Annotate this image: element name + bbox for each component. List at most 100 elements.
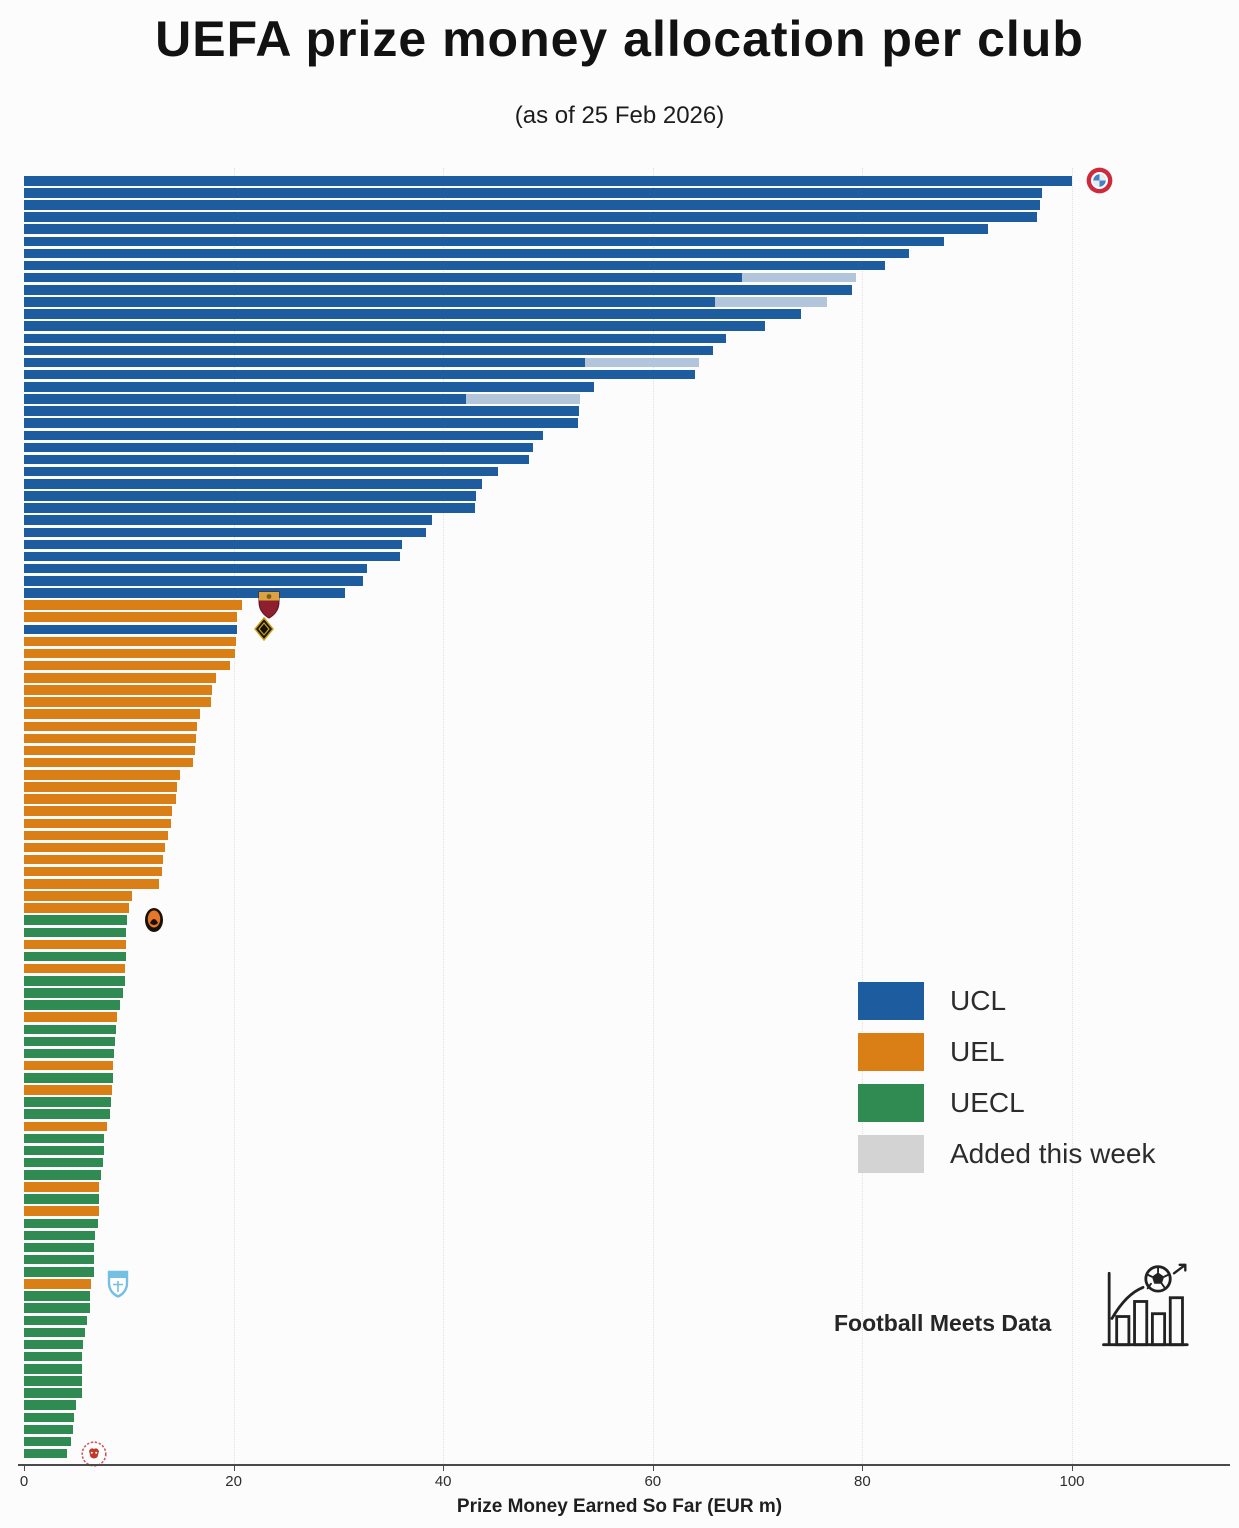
- bar-segment-main: [24, 1254, 95, 1265]
- bar-row-uecl: [24, 1218, 99, 1229]
- bar-segment-main: [24, 1327, 85, 1338]
- bar-row-uecl: [24, 1424, 74, 1435]
- legend-swatch: [858, 982, 924, 1020]
- bar-row-ucl: [24, 491, 476, 501]
- bar-segment-main: [24, 503, 475, 513]
- bar-row-uecl: [24, 1145, 104, 1156]
- bar-row-ucl: [24, 382, 595, 392]
- bar-segment-main: [24, 830, 168, 841]
- bar-row-uecl: [24, 1036, 116, 1047]
- bar-row-uecl: [24, 1339, 83, 1350]
- bar-segment-main: [24, 709, 201, 719]
- bar-segment-main: [24, 357, 585, 368]
- bar-segment-main: [24, 951, 126, 962]
- bar-segment-main: [24, 576, 363, 586]
- bar-row-uecl: [24, 1230, 96, 1241]
- bar-segment-main: [24, 333, 727, 344]
- bar-row-uel: [24, 600, 242, 610]
- legend-item-added-this-week: Added this week: [858, 1135, 1155, 1173]
- bar-segment-main: [24, 854, 164, 865]
- legend-label: UEL: [950, 1036, 1005, 1067]
- bar-row-uecl: [24, 976, 125, 986]
- chart-subtitle: (as of 25 Feb 2026): [514, 102, 725, 129]
- bar-row-uel: [24, 612, 237, 622]
- bar-segment-main: [24, 588, 345, 598]
- bar-segment-main: [24, 200, 1040, 210]
- bar-row-ucl: [24, 309, 801, 319]
- bar-row-uecl: [24, 1242, 95, 1253]
- bar-segment-main: [24, 442, 534, 453]
- bar-row-uecl: [24, 1400, 77, 1410]
- x-tick-label: 100: [1059, 1473, 1085, 1490]
- bar-segment-main: [24, 648, 235, 659]
- bar-segment-main: [24, 1048, 115, 1059]
- bar-row-uel: [24, 733, 196, 744]
- bar-row-uel: [24, 866, 163, 877]
- legend-item-uel: UEL: [858, 1033, 1155, 1071]
- bar-row-ucl: [24, 539, 403, 550]
- bar-segment-main: [24, 1109, 110, 1119]
- bar-segment-main: [24, 721, 197, 732]
- bar-row-uel: [24, 830, 168, 841]
- bar-segment-main: [24, 321, 765, 331]
- bar-segment-main: [24, 988, 123, 998]
- bar-row-uecl: [24, 1351, 82, 1362]
- bar-row-uel: [24, 721, 197, 732]
- bar-row-uel: [24, 939, 126, 950]
- bar-segment-main: [24, 1157, 103, 1168]
- bar-segment-main: [24, 1436, 72, 1447]
- bar-row-ucl: [24, 297, 827, 307]
- bar-row-uel: [24, 963, 125, 974]
- chart-title: UEFA prize money allocation per club: [155, 11, 1084, 67]
- x-tick-label: 80: [854, 1473, 871, 1490]
- bar-row-uel: [24, 1060, 114, 1071]
- bar-row-uecl: [24, 951, 126, 962]
- bar-segment-main: [24, 1424, 74, 1435]
- x-tick-label: 60: [644, 1473, 662, 1490]
- bar-row-uel: [24, 891, 132, 901]
- roma-crest-icon: [258, 591, 280, 619]
- bar-segment-main: [24, 782, 177, 792]
- bayern-crest-icon: [1086, 167, 1112, 194]
- bar-segment-main: [24, 479, 482, 489]
- bar-segment-main: [24, 260, 886, 271]
- bar-segment-main: [24, 733, 196, 744]
- gridline-x40: [443, 168, 445, 1464]
- bar-row-uel: [24, 842, 166, 853]
- legend-item-ucl: UCL: [858, 982, 1155, 1020]
- bar-segment-main: [24, 600, 242, 610]
- bar-segment-main: [24, 818, 171, 828]
- bar-segment-main: [24, 1315, 87, 1326]
- bar-row-ucl: [24, 406, 580, 416]
- black-yellow-diamond-crest-icon: [253, 617, 274, 642]
- bar-row-ucl: [24, 212, 1038, 222]
- gridline-x80: [862, 168, 864, 1464]
- bar-segment-main: [24, 963, 125, 974]
- bar-row-ucl: [24, 333, 727, 344]
- bar-segment-main: [24, 466, 498, 477]
- bar-row-uecl: [24, 1303, 91, 1313]
- x-tick-label: 0: [19, 1473, 29, 1490]
- bar-segment-main: [24, 1097, 111, 1107]
- bar-segment-main: [24, 1145, 104, 1156]
- bar-segment-main: [24, 697, 211, 707]
- bar-segment-added-this-week: [584, 357, 699, 368]
- bar-segment-main: [24, 976, 125, 986]
- bar-segment-main: [24, 794, 176, 804]
- bar-row-uel: [24, 1182, 100, 1192]
- bar-segment-main: [24, 1388, 82, 1398]
- bar-row-uecl: [24, 1194, 100, 1204]
- bar-row-uel: [24, 770, 181, 780]
- bar-segment-main: [24, 309, 801, 319]
- bar-segment-main: [24, 806, 172, 816]
- bar-row-uecl: [24, 1073, 114, 1083]
- bar-segment-main: [24, 1121, 107, 1132]
- bar-row-uecl: [24, 1133, 104, 1144]
- bar-segment-main: [24, 430, 543, 441]
- bar-row-uel: [24, 660, 231, 671]
- bar-segment-main: [24, 224, 989, 234]
- bar-row-uecl: [24, 1267, 95, 1277]
- bar-segment-added-this-week: [466, 394, 581, 404]
- bar-segment-main: [24, 297, 715, 307]
